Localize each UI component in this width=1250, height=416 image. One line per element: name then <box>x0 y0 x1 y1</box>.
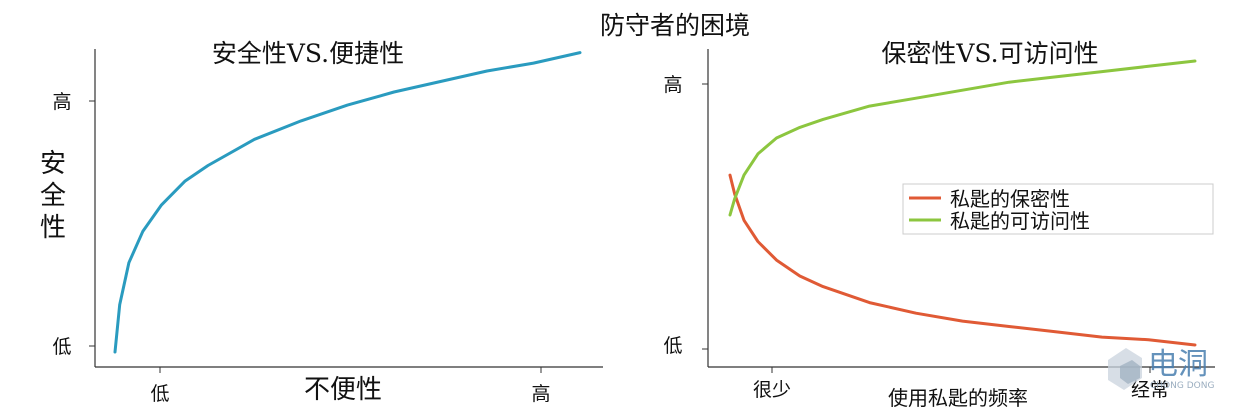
legend: 私匙的保密性 私匙的可访问性 <box>902 183 1214 235</box>
right-chart: 保密性VS.可访问性 高 低 很少 经常 使用私匙的频率 私匙的保密性 私匙的可… <box>663 39 1215 410</box>
right-series-group <box>728 59 1197 347</box>
watermark-sub-text: CHONG DONG <box>1150 381 1214 391</box>
right-x-tick-label-high: 经常 <box>1131 379 1169 401</box>
left-chart-title: 安全性VS.便捷性 <box>212 39 404 68</box>
right-series-line-0 <box>728 173 1197 347</box>
left-x-tick-label-low: 低 <box>150 383 169 405</box>
left-y-tick-label-low: 低 <box>52 336 71 358</box>
left-x-axis-label: 不便性 <box>304 375 382 405</box>
watermark-logo-icon: 电洞 CHONG DONG <box>1108 347 1214 391</box>
watermark: 电洞 CHONG DONG <box>1098 330 1248 410</box>
left-series-group <box>113 51 582 354</box>
legend-box <box>902 183 1214 235</box>
right-x-tick-label-low: 很少 <box>753 379 791 401</box>
left-x-tick-label-high: 高 <box>531 383 550 405</box>
left-series-line-0 <box>113 51 582 354</box>
legend-label-secrecy: 私匙的保密性 <box>950 187 1070 211</box>
left-y-axis-label: 安全性 <box>40 149 66 243</box>
left-y-tick-label-high: 高 <box>52 91 71 113</box>
right-chart-title: 保密性VS.可访问性 <box>881 39 1098 68</box>
legend-label-accessibility: 私匙的可访问性 <box>950 209 1090 233</box>
left-chart: 安全性VS.便捷性 高 低 低 高 不便性 安全性 <box>40 39 603 405</box>
right-y-tick-label-high: 高 <box>663 74 682 96</box>
figure-title: 防守者的困境 <box>600 11 750 40</box>
right-y-tick-label-low: 低 <box>663 335 682 357</box>
watermark-main-text: 电洞 <box>1148 347 1208 382</box>
right-series-line-1 <box>728 59 1197 217</box>
right-x-axis-label: 使用私匙的频率 <box>888 386 1028 410</box>
